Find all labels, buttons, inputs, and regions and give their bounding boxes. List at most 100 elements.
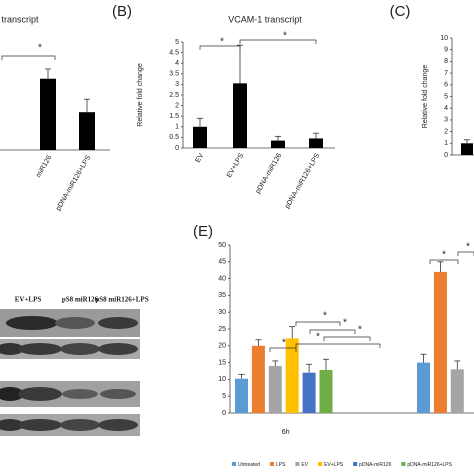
bar bbox=[79, 112, 95, 150]
bar bbox=[433, 271, 447, 413]
y-tick-label: 0.5 bbox=[169, 134, 179, 141]
significance-bracket bbox=[1, 55, 56, 60]
blot-band bbox=[0, 387, 24, 401]
significance-star: * bbox=[316, 332, 320, 343]
x-tick-label: 6h bbox=[282, 429, 290, 436]
western-blot: EV+LPS pS8 miR126 pS8 miR126+LPS bbox=[0, 296, 149, 436]
legend-label: EV bbox=[301, 462, 308, 468]
y-tick-label: 40 bbox=[218, 275, 226, 282]
bar bbox=[309, 138, 323, 148]
significance-star: * bbox=[323, 311, 327, 322]
legend-swatch bbox=[269, 462, 274, 466]
significance-bracket bbox=[269, 347, 297, 352]
y-tick-label: 10 bbox=[440, 35, 448, 42]
y-tick-label: 30 bbox=[218, 309, 226, 316]
significance-bracket bbox=[429, 259, 459, 264]
bar bbox=[271, 140, 285, 148]
y-tick-label: 3 bbox=[175, 81, 179, 88]
bar bbox=[235, 378, 248, 413]
significance-bracket bbox=[239, 39, 317, 44]
blot-band bbox=[0, 343, 24, 355]
significance-star: * bbox=[38, 43, 42, 54]
chart-title: VCAM-1 transcript bbox=[228, 14, 302, 24]
y-tick-label: 15 bbox=[218, 359, 226, 366]
blot-band bbox=[62, 389, 98, 399]
y-tick-label: 3 bbox=[444, 117, 448, 124]
y-tick-label: 25 bbox=[218, 326, 226, 333]
y-tick-label: 3.5 bbox=[169, 71, 179, 78]
significance-star: * bbox=[343, 318, 347, 329]
y-tick-label: 7 bbox=[444, 70, 448, 77]
y-tick-label: 0 bbox=[222, 410, 226, 417]
y-tick-label: 45 bbox=[218, 259, 226, 266]
blot-band bbox=[18, 343, 62, 355]
y-tick-label: 2 bbox=[444, 128, 448, 135]
bar bbox=[193, 126, 207, 148]
y-tick-label: 2 bbox=[175, 102, 179, 109]
y-tick-label: 5 bbox=[175, 39, 179, 46]
panel-label: (C) bbox=[390, 3, 411, 20]
legend-swatch bbox=[232, 462, 236, 466]
significance-star: * bbox=[358, 325, 362, 336]
legend-label: pDNA-miR126+LPS bbox=[407, 462, 452, 468]
legend-label: Untreated bbox=[238, 462, 260, 468]
y-tick-label: 4 bbox=[175, 60, 179, 67]
panel-label: (B) bbox=[112, 3, 132, 20]
y-tick-label: 1 bbox=[444, 140, 448, 147]
bar bbox=[417, 362, 430, 413]
x-tick-label: EV bbox=[195, 152, 206, 164]
y-tick-label: 1 bbox=[175, 124, 179, 131]
significance-star: * bbox=[466, 242, 470, 253]
bar bbox=[233, 83, 247, 148]
bar bbox=[450, 369, 464, 413]
blot-band bbox=[55, 317, 95, 329]
y-tick-label: 8 bbox=[444, 58, 448, 65]
y-tick-label: 4.5 bbox=[169, 49, 179, 56]
bar bbox=[251, 345, 265, 413]
y-tick-label: 10 bbox=[218, 376, 226, 383]
blot-label: pS8 miR126+LPS bbox=[95, 296, 148, 304]
legend-swatch bbox=[295, 462, 300, 466]
blot-label: pS8 miR126 bbox=[62, 296, 99, 304]
y-axis-label: Relative fold change bbox=[422, 65, 429, 129]
bar bbox=[461, 143, 473, 155]
blot-label: EV+LPS bbox=[15, 296, 42, 304]
significance-bracket bbox=[309, 329, 356, 334]
blot-band bbox=[100, 389, 136, 399]
legend-label: LPS bbox=[276, 462, 286, 468]
significance-bracket bbox=[323, 336, 371, 341]
y-tick-label: 5 bbox=[444, 93, 448, 100]
blot-band bbox=[18, 419, 62, 431]
y-tick-label: 2.5 bbox=[169, 92, 179, 99]
y-tick-label: 5 bbox=[222, 393, 226, 400]
legend-swatch bbox=[353, 462, 358, 466]
significance-star: * bbox=[283, 31, 287, 42]
y-tick-label: 6 bbox=[444, 82, 448, 89]
blot-band bbox=[0, 419, 24, 431]
y-tick-label: 35 bbox=[218, 292, 226, 299]
y-tick-label: 0 bbox=[175, 145, 179, 152]
bar bbox=[302, 372, 316, 413]
legend-label: EV+LPS bbox=[324, 462, 344, 468]
blot-band bbox=[98, 343, 138, 355]
chart-title: transcript bbox=[1, 14, 39, 24]
y-tick-label: 50 bbox=[218, 242, 226, 249]
y-tick-label: 0 bbox=[444, 152, 448, 159]
y-tick-label: 1.5 bbox=[169, 113, 179, 120]
legend-swatch bbox=[318, 462, 323, 466]
y-axis-label: Relative fold change bbox=[137, 63, 144, 127]
blot-band bbox=[60, 419, 100, 431]
significance-star: * bbox=[442, 250, 446, 261]
legend-label: pDNA-miR126 bbox=[359, 462, 391, 468]
significance-bracket bbox=[199, 45, 241, 50]
significance-bracket bbox=[295, 321, 341, 326]
blot-band bbox=[98, 419, 138, 431]
panel-label: (E) bbox=[193, 223, 213, 240]
bar bbox=[285, 338, 299, 413]
bar bbox=[319, 369, 333, 413]
significance-star: * bbox=[220, 37, 224, 48]
y-tick-label: 9 bbox=[444, 47, 448, 54]
y-tick-label: 4 bbox=[444, 105, 448, 112]
significance-star: * bbox=[282, 338, 286, 349]
